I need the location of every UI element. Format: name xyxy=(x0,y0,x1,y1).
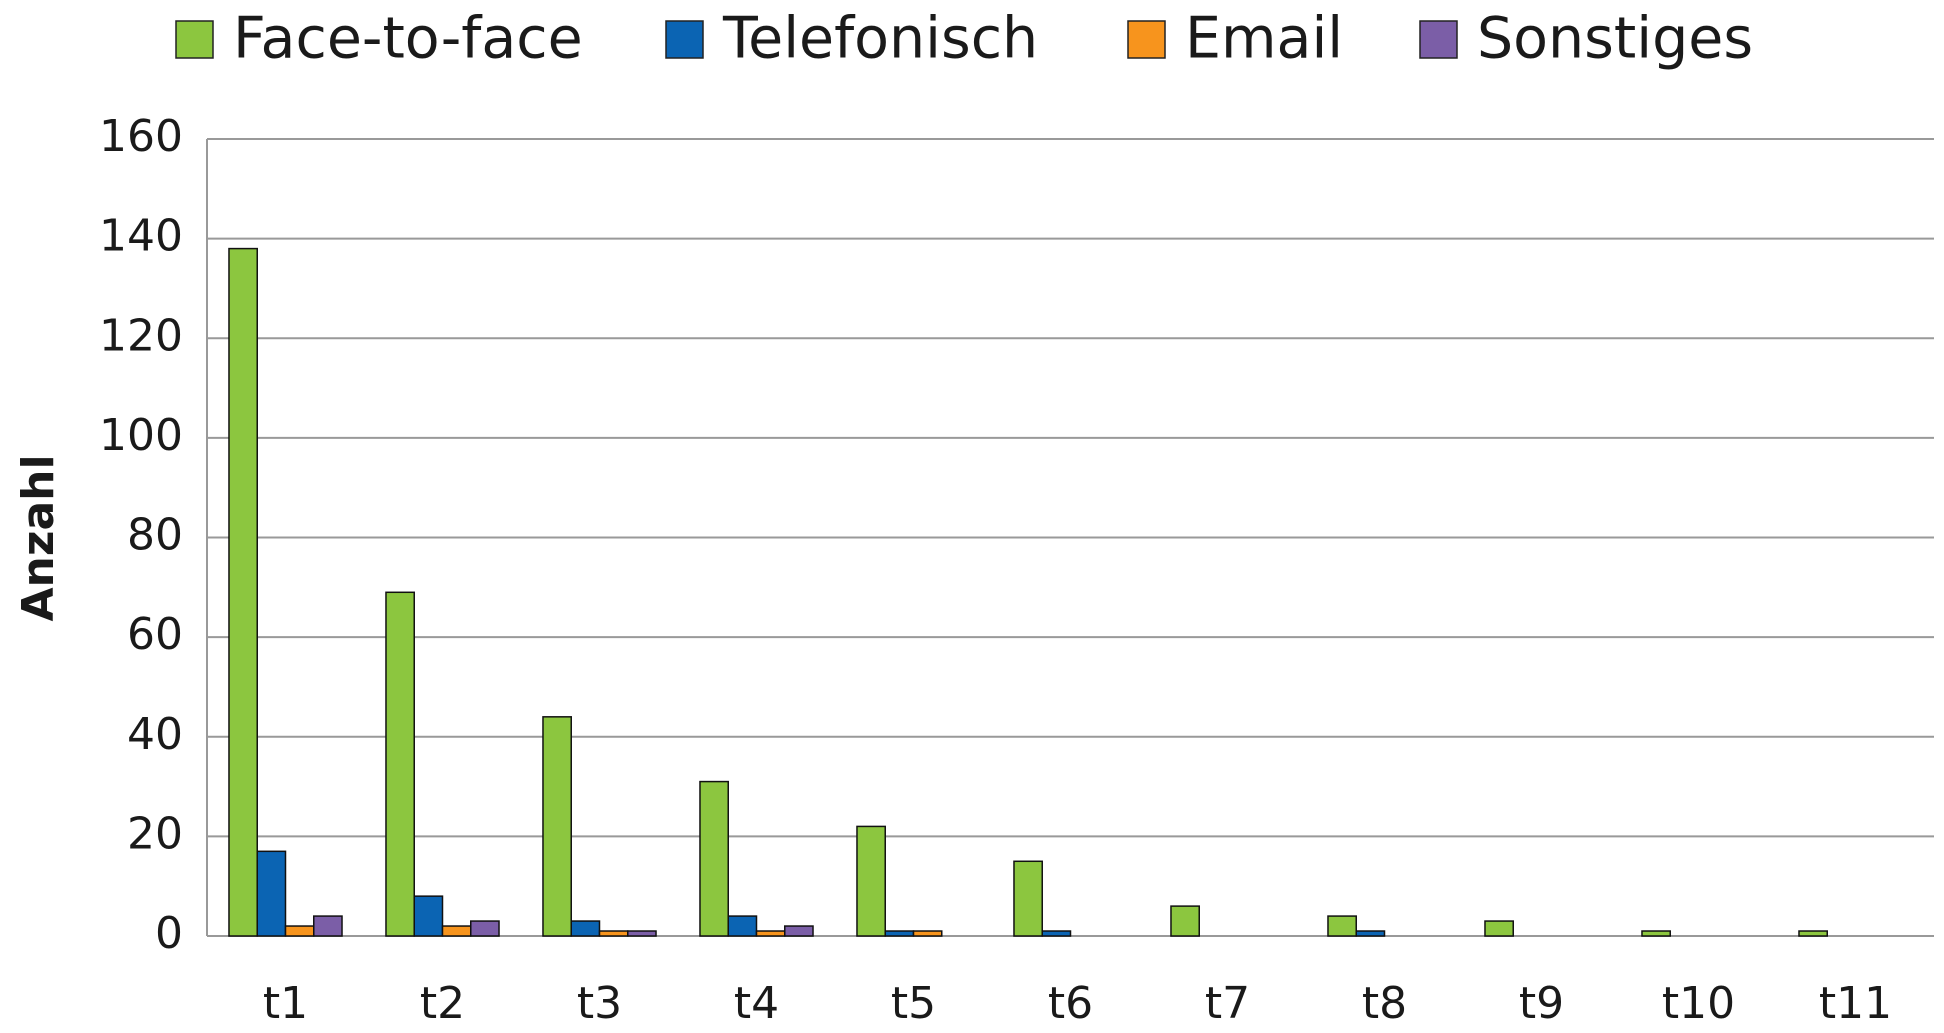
legend-label: Face-to-face xyxy=(233,6,583,72)
bar xyxy=(1041,930,1072,937)
x-tick-label: t3 xyxy=(577,978,622,1029)
bar xyxy=(284,925,315,937)
bar xyxy=(1484,920,1514,937)
bar xyxy=(256,850,287,937)
y-tick-label: 80 xyxy=(127,510,183,561)
bar xyxy=(598,930,629,937)
x-tick-label: t4 xyxy=(734,978,779,1029)
y-tick-label: 140 xyxy=(99,211,183,262)
bar xyxy=(755,930,786,937)
bar xyxy=(699,780,729,937)
bar xyxy=(912,930,943,937)
y-tick-label: 40 xyxy=(127,709,183,760)
y-tick-label: 100 xyxy=(99,410,183,461)
y-tick-label: 120 xyxy=(99,310,183,361)
legend-swatch xyxy=(175,20,214,59)
bar xyxy=(570,920,601,937)
legend-label: Telefonisch xyxy=(722,6,1038,72)
legend-label: Sonstiges xyxy=(1477,6,1753,72)
x-tick-label: t5 xyxy=(891,978,936,1029)
x-tick-label: t11 xyxy=(1819,978,1892,1029)
bar xyxy=(470,920,500,937)
bar xyxy=(1355,930,1386,937)
x-tick-label: t2 xyxy=(420,978,465,1029)
bar xyxy=(627,930,657,937)
y-tick-label: 60 xyxy=(127,609,183,660)
bar xyxy=(884,930,915,937)
legend-swatch xyxy=(665,20,704,59)
legend-label: Email xyxy=(1185,6,1343,72)
legend-swatch xyxy=(1419,20,1458,59)
bar xyxy=(1013,860,1043,937)
bar xyxy=(1641,930,1671,937)
legend-swatch xyxy=(1127,20,1166,59)
bar xyxy=(1798,930,1828,937)
x-tick-label: t8 xyxy=(1362,978,1407,1029)
bar xyxy=(385,591,415,937)
x-tick-label: t7 xyxy=(1205,978,1250,1029)
bar xyxy=(228,247,258,937)
x-tick-label: t10 xyxy=(1662,978,1735,1029)
bar xyxy=(413,895,444,937)
bar xyxy=(313,915,343,937)
bar xyxy=(1170,905,1200,937)
y-tick-label: 160 xyxy=(99,111,183,162)
y-tick-label: 0 xyxy=(155,908,183,959)
y-axis-label: Anzahl xyxy=(13,454,64,621)
bar xyxy=(542,716,572,937)
bar xyxy=(784,925,814,937)
x-tick-label: t9 xyxy=(1519,978,1564,1029)
bar xyxy=(856,825,886,937)
x-tick-label: t6 xyxy=(1048,978,1093,1029)
y-tick-label: 20 xyxy=(127,808,183,859)
bar xyxy=(727,915,758,937)
x-tick-label: t1 xyxy=(263,978,308,1029)
bar xyxy=(441,925,472,937)
bar xyxy=(1327,915,1357,937)
